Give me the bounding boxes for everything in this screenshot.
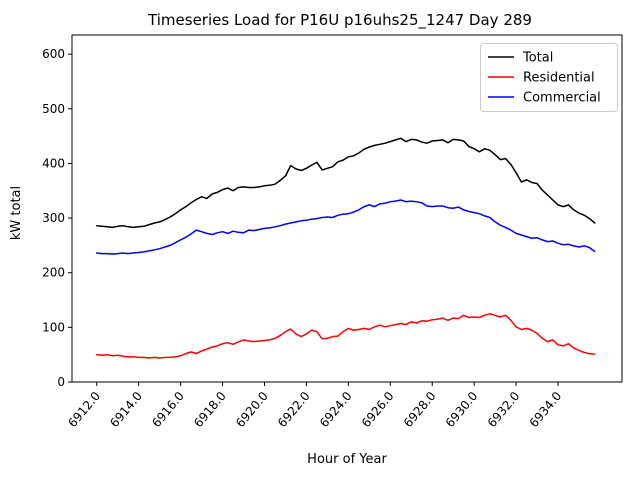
series-lines [95, 137, 596, 359]
x-tick-label: 6926.0 [359, 389, 397, 430]
legend-label-residential: Residential [523, 71, 595, 86]
x-tick-label: 6932.0 [485, 389, 523, 430]
x-axis-ticks: 6912.0 6914.0 6916.0 6918.0 6920.0 6922.0 6924… [65, 382, 564, 430]
x-tick-label: 6922.0 [275, 389, 313, 430]
y-tick-label: 500 [42, 102, 65, 116]
x-tick-label: 6912.0 [65, 389, 103, 430]
x-tick-label: 6914.0 [107, 389, 145, 430]
x-tick-label: 6928.0 [401, 389, 439, 430]
chart-title: Timeseries Load for P16U p16uhs25_1247 D… [147, 11, 532, 30]
y-tick-label: 0 [57, 375, 65, 389]
y-axis-label: kW total [9, 186, 24, 240]
x-tick-label: 6918.0 [191, 389, 229, 430]
series-line-residential [95, 312, 596, 359]
x-axis-label: Hour of Year [307, 452, 387, 467]
x-tick-label: 6930.0 [443, 389, 481, 430]
x-tick-label: 6920.0 [233, 389, 271, 430]
plot-area [71, 34, 623, 383]
x-tick-label: 6916.0 [149, 389, 187, 430]
legend-label-commercial: Commercial [523, 91, 601, 106]
legend-box [480, 43, 618, 112]
y-tick-label: 200 [42, 266, 65, 280]
y-tick-label: 300 [42, 211, 65, 225]
y-tick-label: 600 [42, 47, 65, 61]
legend-label-total: Total [522, 51, 553, 66]
y-axis-ticks: 0 100 200 300 400 500 600 [42, 47, 72, 389]
y-tick-label: 100 [42, 320, 65, 334]
plot-border [71, 34, 623, 383]
x-tick-label: 6924.0 [317, 389, 355, 430]
y-tick-label: 400 [42, 156, 65, 170]
legend: Total Residential Commercial [480, 43, 618, 112]
x-tick-label: 6934.0 [527, 389, 565, 430]
series-line-commercial [95, 199, 596, 255]
series-line-total [95, 137, 596, 229]
